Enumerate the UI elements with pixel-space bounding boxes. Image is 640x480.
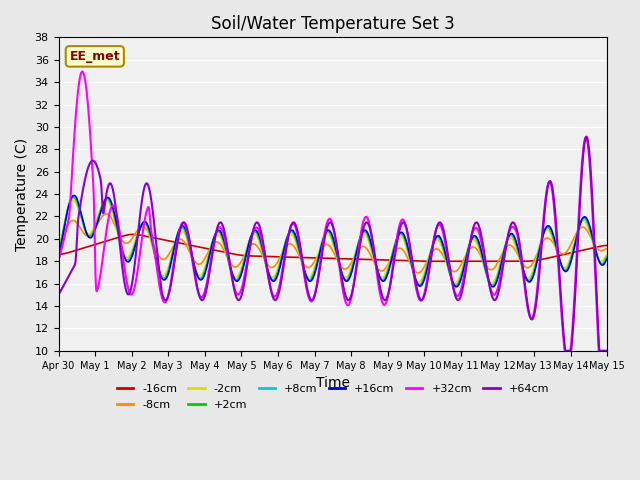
+2cm [70,194,77,200]
-16cm [309,255,317,261]
-2cm [604,252,611,257]
-16cm [120,233,127,239]
-8cm [97,215,105,221]
-8cm [309,261,317,267]
-8cm [415,270,422,276]
+2cm [488,283,496,288]
+32cm [561,348,569,354]
-2cm [367,246,375,252]
+8cm [309,274,317,279]
Legend: -16cm, -8cm, -2cm, +2cm, +8cm, +16cm, +32cm, +64cm: -16cm, -8cm, -2cm, +2cm, +8cm, +16cm, +3… [112,380,554,414]
Line: -16cm: -16cm [58,234,607,261]
-2cm [288,231,296,237]
+32cm [367,229,375,235]
Line: +16cm: +16cm [58,195,607,287]
+64cm [120,272,127,278]
+2cm [54,249,62,254]
+32cm [309,297,317,303]
-16cm [443,258,451,264]
+64cm [561,348,569,354]
-16cm [54,252,62,257]
Title: Soil/Water Temperature Set 3: Soil/Water Temperature Set 3 [211,15,454,33]
+64cm [299,258,307,264]
-2cm [299,264,307,270]
-8cm [54,241,62,247]
+8cm [70,194,77,200]
Y-axis label: Temperature (C): Temperature (C) [15,138,29,251]
-16cm [367,257,375,263]
+8cm [54,251,62,257]
+8cm [120,252,127,258]
+16cm [604,256,611,262]
+32cm [54,257,62,263]
-16cm [129,231,137,237]
+16cm [120,252,127,258]
+16cm [309,276,317,281]
+32cm [79,69,86,74]
-8cm [102,211,110,216]
-8cm [288,241,296,247]
-8cm [604,246,611,252]
+32cm [120,259,127,264]
+16cm [452,284,460,290]
Line: -8cm: -8cm [58,214,607,273]
+8cm [97,206,105,212]
+64cm [582,134,590,140]
+64cm [367,228,374,234]
-8cm [299,260,307,266]
-2cm [102,197,110,203]
Line: +2cm: +2cm [58,197,607,286]
+32cm [97,265,105,271]
+8cm [288,228,296,234]
Line: +32cm: +32cm [58,72,607,351]
+16cm [299,262,307,267]
+8cm [367,242,375,248]
+64cm [604,348,611,354]
-8cm [367,253,375,259]
+64cm [54,291,62,297]
-2cm [309,270,317,276]
+8cm [604,254,611,260]
+16cm [70,192,77,198]
+2cm [288,228,296,234]
Text: EE_met: EE_met [70,50,120,63]
+64cm [308,297,316,303]
+2cm [299,264,307,269]
+16cm [288,227,296,233]
+32cm [604,348,611,354]
X-axis label: Time: Time [316,376,350,390]
Line: +8cm: +8cm [58,197,607,286]
-2cm [97,205,105,211]
+16cm [367,240,375,246]
+16cm [54,252,62,258]
+8cm [489,283,497,288]
+2cm [97,205,105,211]
-16cm [288,254,296,260]
-2cm [54,244,62,250]
-2cm [451,280,459,286]
+2cm [309,273,317,279]
+16cm [97,207,105,213]
-16cm [299,255,307,261]
+32cm [299,264,307,270]
+64cm [97,180,105,185]
-2cm [120,251,127,257]
+2cm [604,254,611,260]
+64cm [287,222,295,228]
+2cm [367,243,375,249]
-16cm [604,242,611,248]
+32cm [288,222,296,228]
+8cm [299,263,307,268]
-8cm [120,239,127,245]
-16cm [97,240,105,246]
Line: -2cm: -2cm [58,200,607,283]
Line: +64cm: +64cm [58,137,607,351]
+2cm [120,252,127,258]
